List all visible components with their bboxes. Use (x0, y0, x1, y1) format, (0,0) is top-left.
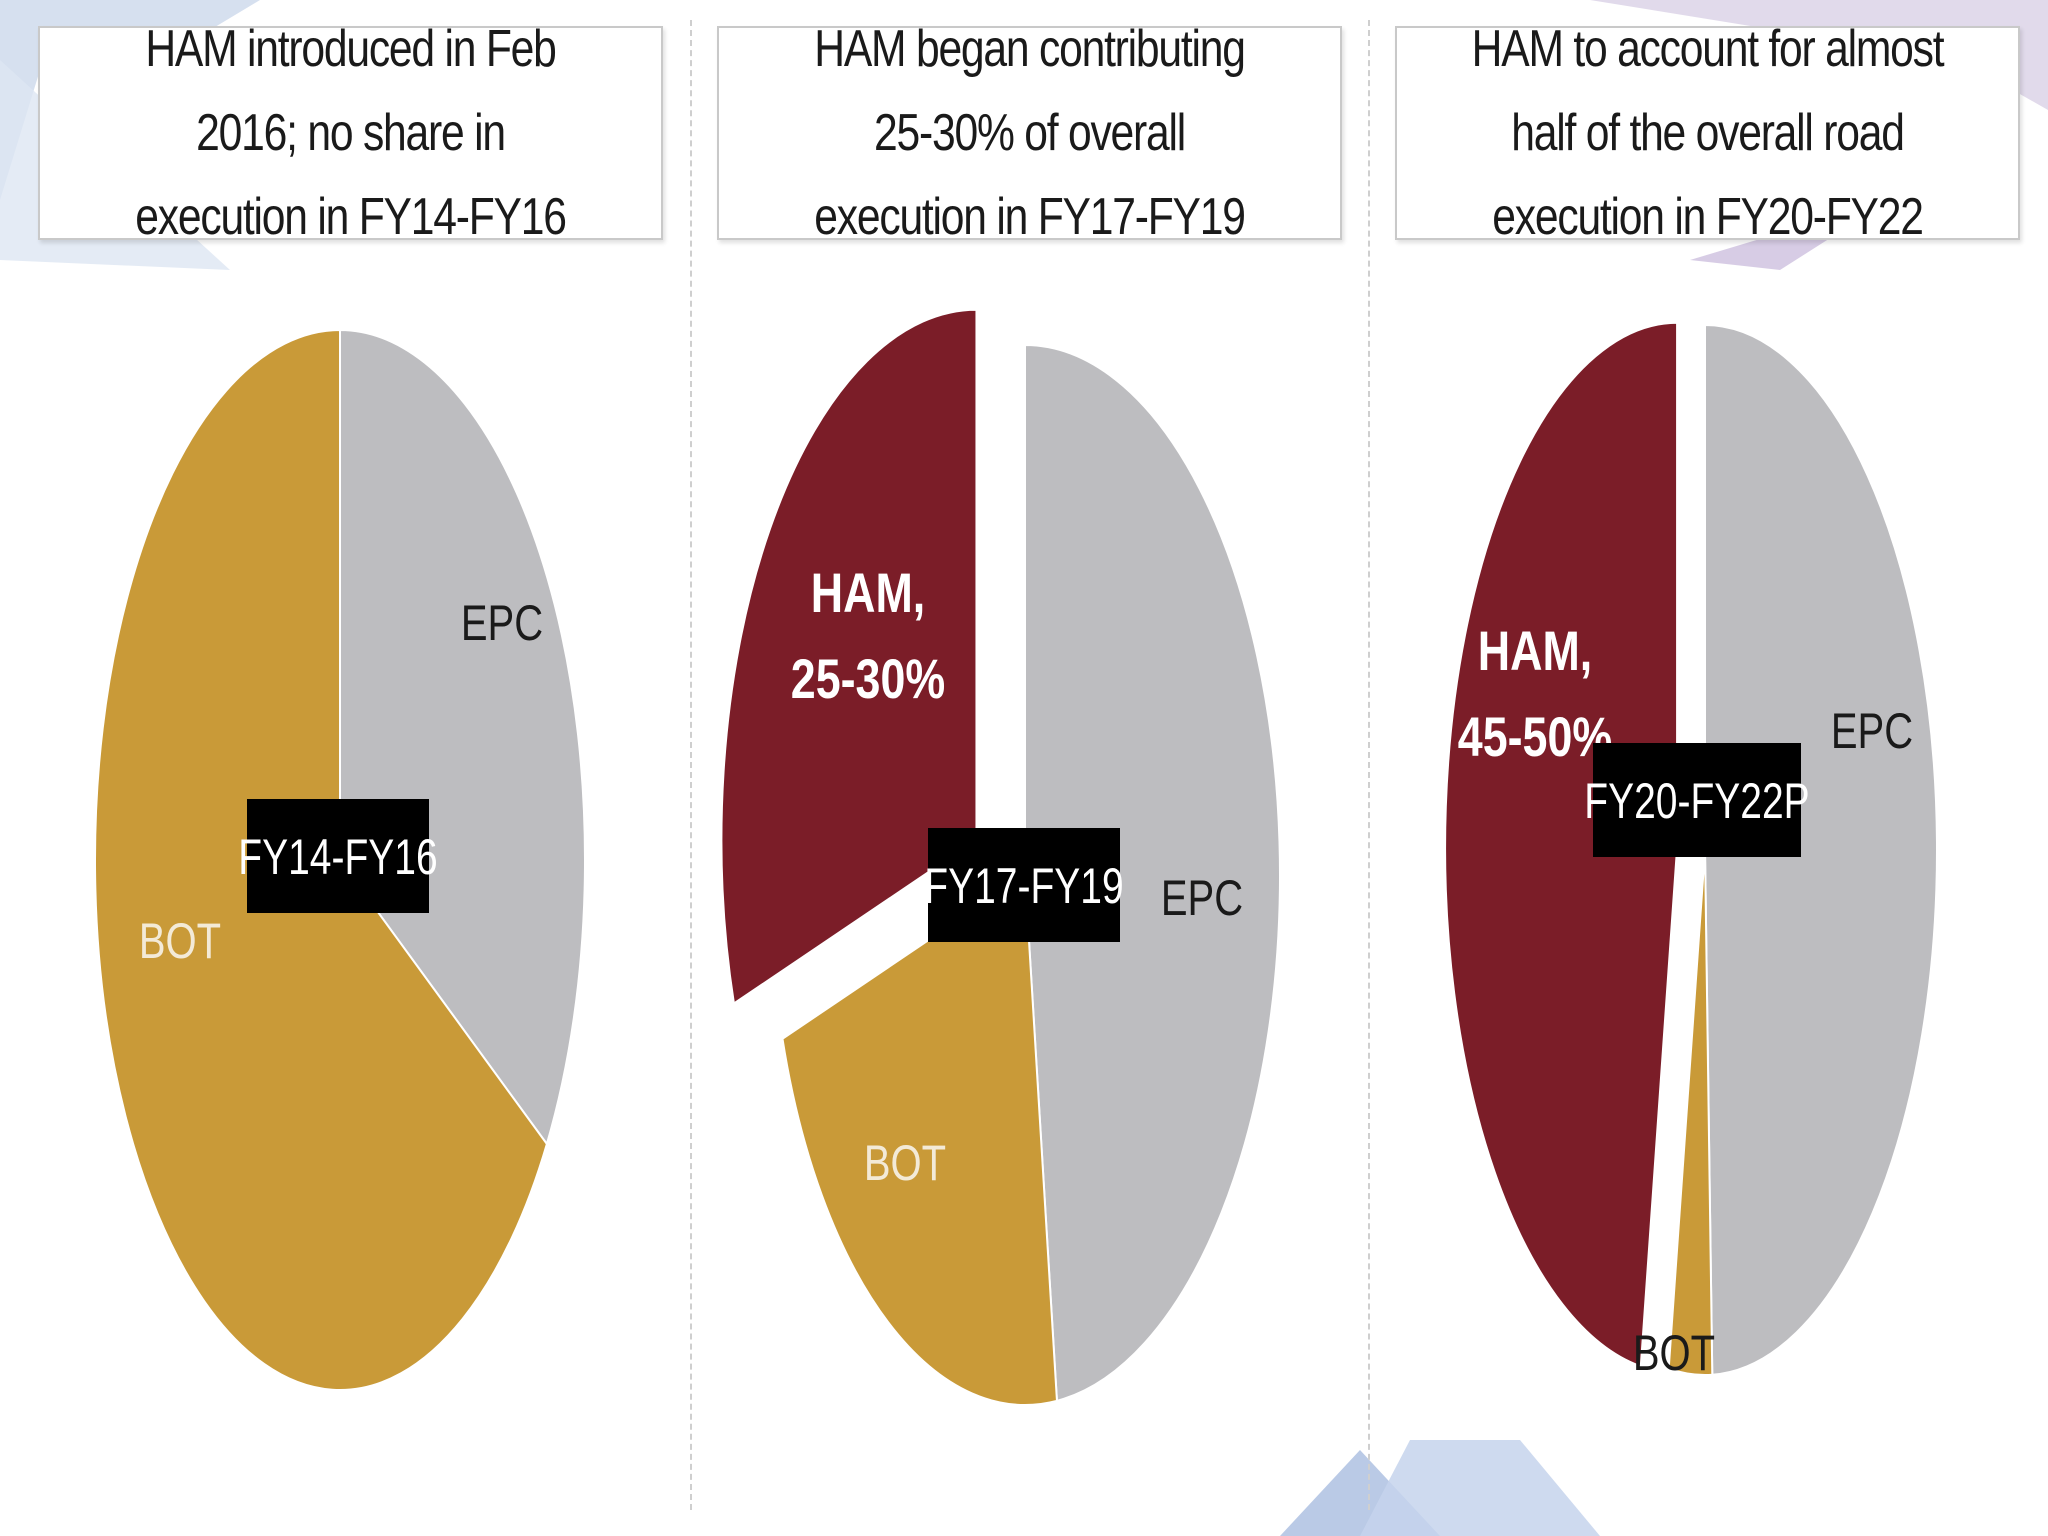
panel-fy17-fy19: HAM began contributing 25-30% of overall… (717, 20, 1342, 1526)
period-tag: FY20-FY22P (1584, 743, 1810, 857)
caption-box: HAM introduced in Feb 2016; no share in … (38, 20, 663, 246)
slice-label-bot: BOT (139, 913, 221, 969)
slice-label-epc: EPC (1831, 703, 1913, 759)
chart-title: HAM to account for almost half of the ov… (1471, 20, 1945, 246)
period-tag-label: FY17-FY19 (924, 857, 1123, 914)
period-tag-label: FY14-FY16 (238, 828, 437, 885)
period-tag-bg (247, 799, 429, 913)
slice-label-epc: EPC (461, 595, 543, 651)
pie-slice-bot (781, 873, 1059, 1406)
pie-slice-ham (720, 308, 978, 1006)
caption-box: HAM to account for almost half of the ov… (1395, 20, 2020, 246)
chart-title: HAM introduced in Feb 2016; no share in … (135, 20, 567, 246)
period-tag: FY14-FY16 (238, 799, 438, 913)
pie-slice-epc (1704, 323, 1938, 1376)
caption-box: HAM began contributing 25-30% of overall… (717, 20, 1342, 246)
period-tag-label: FY20-FY22P (1584, 772, 1809, 829)
pie-slice-epc (339, 328, 586, 1147)
slice-label-bot: BOT (864, 1135, 946, 1191)
pie-slice-bot (1667, 849, 1714, 1376)
slice-label-ham: HAM, 25-30% (791, 561, 945, 710)
panel-fy20-fy22: HAM to account for almost half of the ov… (1395, 20, 2020, 1526)
chart-title: HAM began contributing 25-30% of overall… (814, 20, 1246, 246)
period-tag-bg (928, 828, 1120, 942)
slice-label-ham: HAM, 45-50% (1458, 619, 1612, 768)
panel-fy14-fy16: HAM introduced in Feb 2016; no share in … (38, 20, 663, 1526)
pie-slice-epc (1024, 343, 1281, 1403)
period-tag: FY17-FY19 (924, 828, 1124, 942)
slice-label-bot: BOT (1633, 1325, 1715, 1381)
panel-divider-1 (690, 20, 692, 1510)
period-tag-bg (1593, 743, 1801, 857)
pie-slice-ham (1444, 321, 1679, 1368)
panel-divider-2 (1368, 20, 1370, 1510)
slice-label-epc: EPC (1161, 870, 1243, 926)
